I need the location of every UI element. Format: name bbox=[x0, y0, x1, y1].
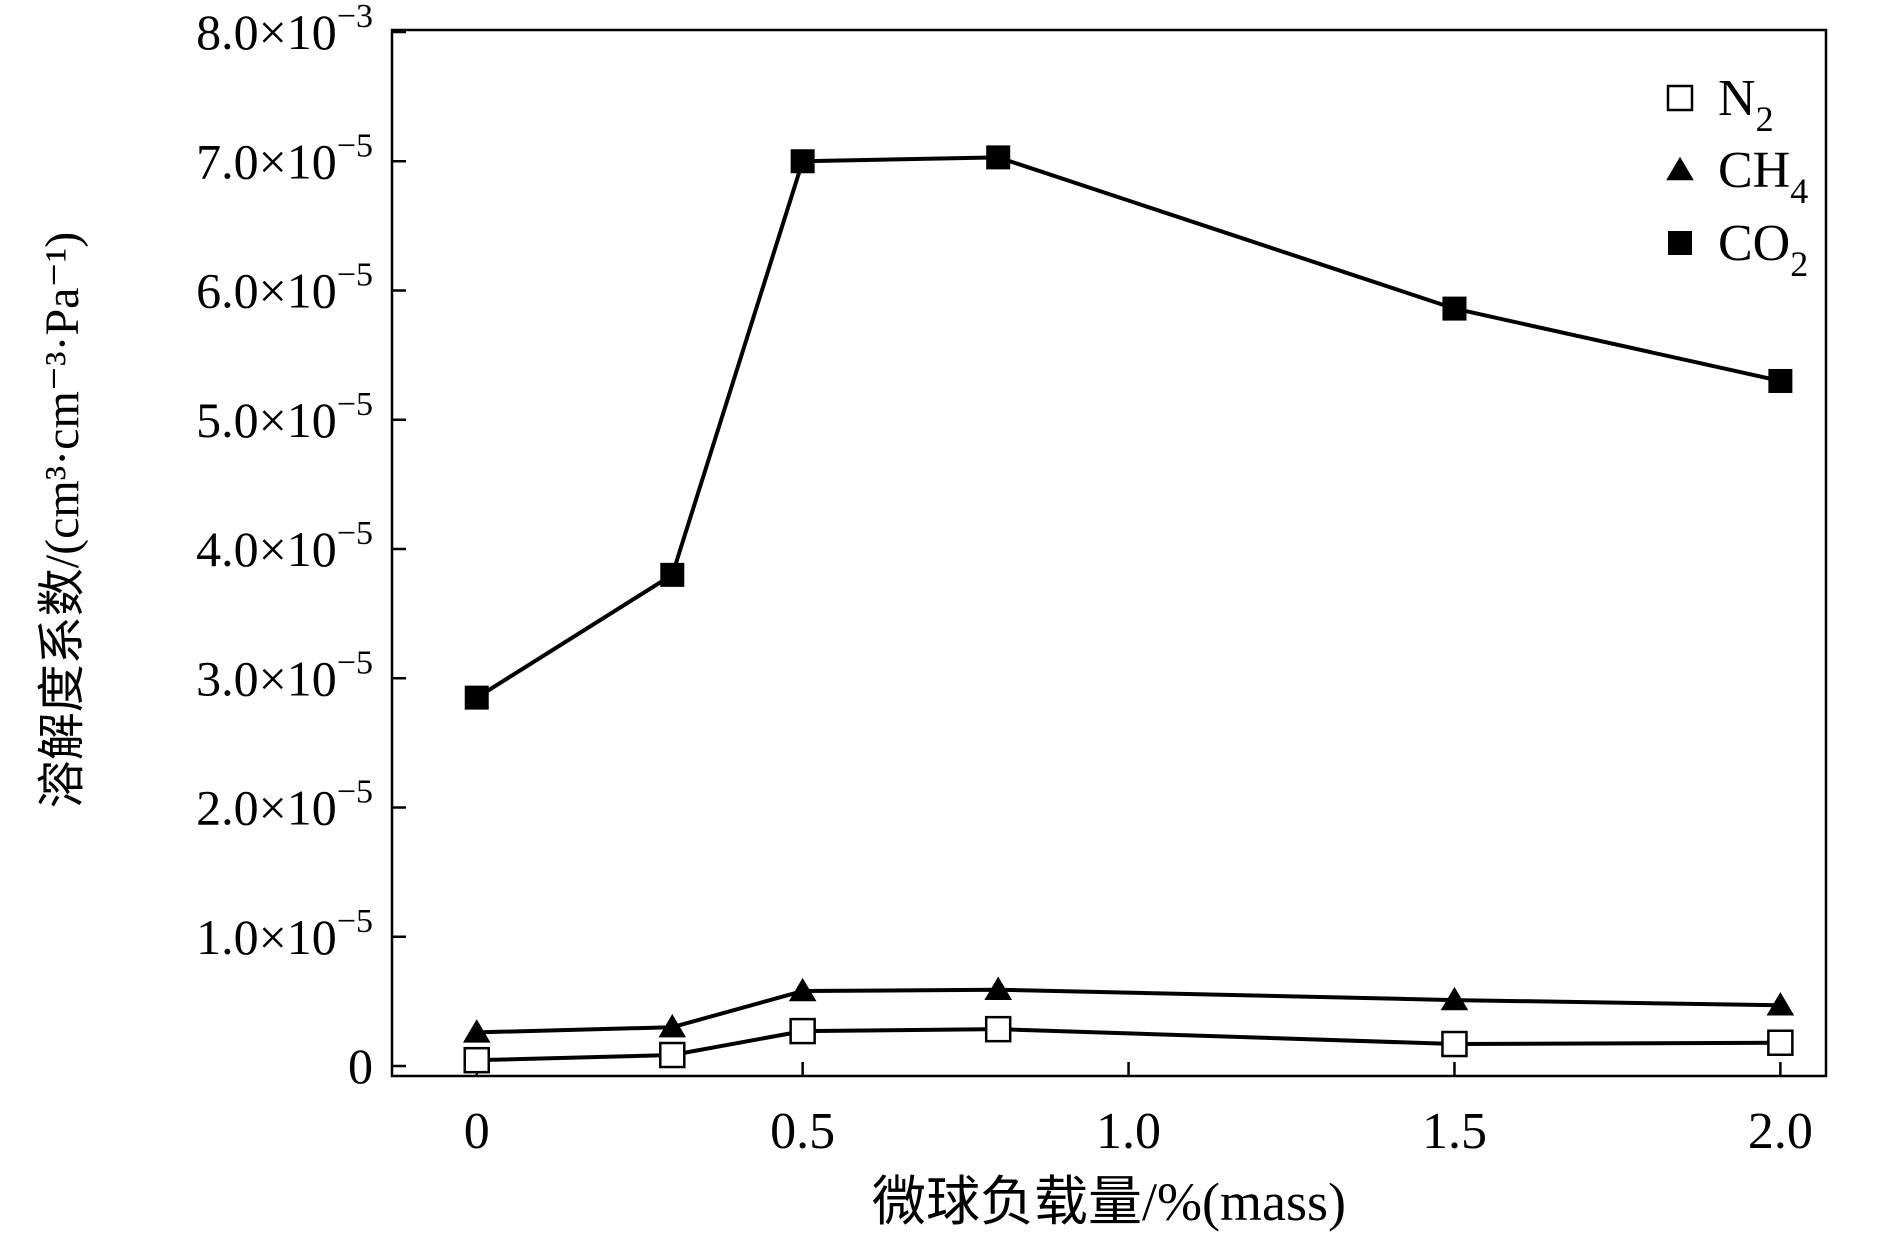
series-line bbox=[476, 987, 1781, 1035]
y-axis-ticks: 0 1.0×10−5 2.0×10−5 3.0×10−5 4.0×10−5 5.0×10−… bbox=[196, 0, 406, 1094]
x-axis-title: 微球负载量/%(mass) bbox=[872, 1172, 1346, 1232]
legend-marker bbox=[1666, 84, 1694, 112]
legend-marker bbox=[1666, 156, 1694, 181]
data-point bbox=[1441, 1030, 1468, 1058]
y-tick-label: 5.0×10−5 bbox=[196, 386, 373, 448]
data-point bbox=[984, 976, 1012, 1000]
x-tick-label: 0.5 bbox=[770, 1103, 835, 1160]
data-point bbox=[463, 1046, 490, 1074]
legend-item: N2 bbox=[1666, 70, 1774, 139]
x-axis-ticks: 0 0.5 1.0 1.5 2.0 bbox=[464, 1062, 1813, 1160]
series-layer bbox=[462, 145, 1795, 1074]
data-point bbox=[788, 977, 817, 1002]
y-tick-label: 7.0×10−5 bbox=[196, 127, 373, 189]
y-tick-label: 6.0×10−5 bbox=[196, 257, 373, 319]
legend-item: CO2 bbox=[1668, 215, 1808, 284]
y-axis-title: 溶解度系数/(cm³·cm⁻³·Pa⁻¹) bbox=[36, 232, 89, 808]
series-n2 bbox=[463, 1015, 1794, 1074]
data-point bbox=[1442, 296, 1467, 321]
y-tick-label: 1.0×10−5 bbox=[196, 903, 373, 965]
y-tick-label: 0 bbox=[348, 1038, 373, 1094]
x-tick-label: 1.5 bbox=[1422, 1103, 1487, 1160]
series-co2 bbox=[464, 145, 1793, 710]
y-tick-label: 2.0×10−5 bbox=[196, 774, 373, 836]
y-tick-label: 8.0×10−3 bbox=[196, 0, 373, 60]
legend-label: CO2 bbox=[1718, 215, 1808, 284]
data-point bbox=[1766, 992, 1795, 1016]
series-line bbox=[475, 155, 1781, 700]
data-point bbox=[658, 1014, 687, 1038]
data-point bbox=[1768, 368, 1793, 393]
data-point bbox=[660, 562, 685, 587]
x-tick-label: 0 bbox=[464, 1103, 490, 1160]
data-point bbox=[464, 685, 489, 710]
data-point bbox=[659, 1041, 686, 1069]
legend-label: N2 bbox=[1718, 70, 1774, 139]
legend-label: CH4 bbox=[1718, 142, 1808, 211]
data-point bbox=[1440, 986, 1469, 1011]
data-point bbox=[790, 149, 815, 174]
data-point bbox=[984, 1015, 1012, 1043]
data-point bbox=[789, 1017, 816, 1045]
y-tick-label: 4.0×10−5 bbox=[196, 515, 373, 577]
legend-marker bbox=[1668, 231, 1692, 255]
legend-item: CH4 bbox=[1666, 142, 1808, 211]
series-line bbox=[476, 1027, 1781, 1063]
series-ch4 bbox=[462, 976, 1795, 1043]
x-tick-label: 2.0 bbox=[1748, 1103, 1813, 1160]
y-tick-label: 3.0×10−5 bbox=[196, 644, 373, 706]
plot-frame bbox=[390, 28, 1828, 1078]
data-point bbox=[1767, 1029, 1794, 1056]
data-point bbox=[462, 1019, 491, 1043]
data-point bbox=[986, 145, 1011, 170]
x-tick-label: 1.0 bbox=[1096, 1103, 1161, 1160]
